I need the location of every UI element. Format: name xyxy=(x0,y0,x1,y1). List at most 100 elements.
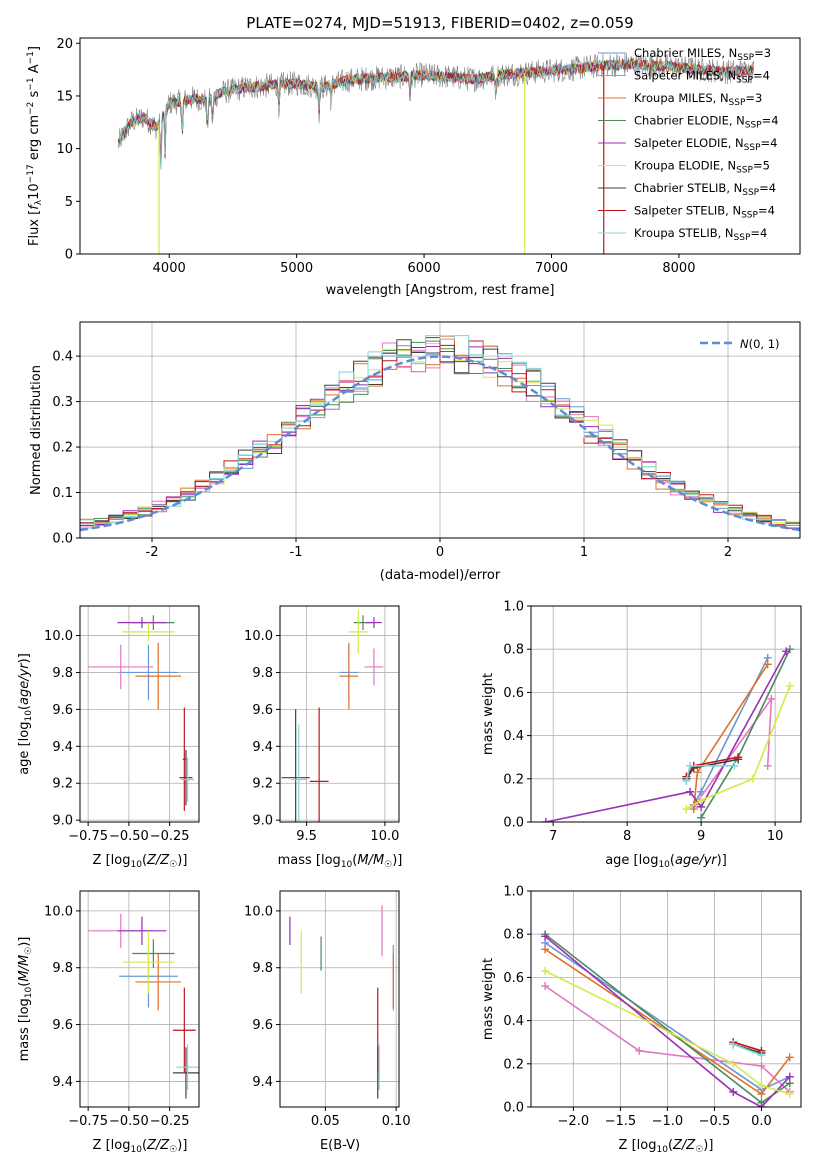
weight-marker xyxy=(757,1081,766,1090)
legend-entry: Kroupa ELODIE, NSSP=5 xyxy=(634,159,770,176)
mass_vs_Z-plot-area xyxy=(88,913,199,1099)
weight-marker xyxy=(785,1090,794,1099)
weight_vs_age-ytick-label: 0.6 xyxy=(503,686,524,701)
weight-marker xyxy=(686,761,695,770)
weight_vs_age-ytick-label: 1.0 xyxy=(503,600,524,615)
weight-marker xyxy=(541,818,550,822)
weight-marker xyxy=(541,945,550,954)
residuals-ytick-label: 0.2 xyxy=(52,441,73,456)
mass_vs_ebv-frame xyxy=(279,890,400,1108)
weight-line xyxy=(544,985,791,1093)
mass_vs_ebv-panel: 0.05 0.10 9.4 9.6 9.8 10.0 E(B-V) xyxy=(244,890,411,1153)
mass_vs_Z-xtick-label: −0.75 xyxy=(68,1114,108,1129)
weight_vs_Z-panel: −2.0 −1.5 −1.0 −0.5 0.0 0.0 0.2 0.4 0.6 0.8 1.0 Z [… xyxy=(481,885,802,1155)
age_vs_Z-ytick-label: 9.0 xyxy=(52,814,73,829)
weight_vs_age-xtick-label: 9 xyxy=(697,829,705,844)
age_vs_mass-ytick-label: 9.2 xyxy=(252,777,273,792)
residuals-ytick-label: 0.3 xyxy=(52,395,73,410)
mass_vs_Z-xtick-label: −0.50 xyxy=(109,1114,149,1129)
weight_vs_Z-xtick-label: −1.0 xyxy=(652,1114,684,1129)
weight_vs_age-panel: 7 8 9 10 0.0 0.2 0.4 0.6 0.8 1.0 age [log10(age/yr… xyxy=(481,600,802,870)
mass_vs_Z-ytick-label: 9.6 xyxy=(52,1018,73,1033)
mass-vs-ebv-xlabel: E(B-V) xyxy=(320,1138,360,1153)
weight-marker xyxy=(785,1053,794,1062)
weight-marker xyxy=(785,1072,794,1081)
weight_vs_age-frame xyxy=(530,605,802,823)
age_vs_Z-xtick-label: −0.50 xyxy=(109,829,149,844)
weight-marker xyxy=(682,805,691,814)
mass-vs-Z-xlabel: Z [log10(Z/Z☉)] xyxy=(93,1138,188,1155)
spectrum-legend: Chabrier MILES, NSSP=3 Salpeter MILES, NS… xyxy=(598,46,779,243)
age_vs_mass-ytick-label: 9.4 xyxy=(252,740,273,755)
weight-marker xyxy=(686,787,695,796)
spectrum-frame xyxy=(79,37,801,255)
weight_vs_Z-xtick-label: −0.5 xyxy=(699,1114,731,1129)
residuals-ytick-label: 0.0 xyxy=(52,532,73,547)
legend-entry: Chabrier STELIB, NSSP=4 xyxy=(634,181,776,198)
weight_vs_Z-frame xyxy=(530,890,802,1108)
age_vs_Z-ytick-label: 9.4 xyxy=(52,740,73,755)
weight_vs_Z-xtick-label: 0.0 xyxy=(751,1114,772,1129)
weight-marker xyxy=(748,774,757,783)
residuals-xlabel: (data-model)/error xyxy=(380,568,501,583)
residuals-ytick-label: 0.1 xyxy=(52,486,73,501)
weight-marker xyxy=(730,761,739,770)
spectrum-xtick-label: 8000 xyxy=(662,261,695,276)
weight_vs_Z-ytick-label: 0.6 xyxy=(503,971,524,986)
residuals-panel: -2 -1 0 1 2 0.0 0.1 0.2 0.3 0.4 N(0, 1) (data-model… xyxy=(29,321,801,583)
age_vs_mass-ytick-label: 9.6 xyxy=(252,703,273,718)
weight-marker xyxy=(763,761,772,770)
weight-line xyxy=(685,685,791,810)
spectrum-xtick-label: 7000 xyxy=(535,261,568,276)
figure-title: PLATE=0274, MJD=51913, FIBERID=0402, z=0… xyxy=(246,14,633,32)
residuals-plot-area xyxy=(80,335,800,532)
weight_vs_age-ytick-label: 0.2 xyxy=(503,772,524,787)
weight-marker xyxy=(757,1090,766,1099)
age_vs_Z-ytick-label: 9.8 xyxy=(52,666,73,681)
spectrum-plot-area xyxy=(117,53,755,254)
weight_vs_age-ytick-label: 0.8 xyxy=(503,643,524,658)
weight-marker xyxy=(697,813,706,822)
legend-entry: Salpeter STELIB, NSSP=4 xyxy=(634,204,775,221)
age_vs_mass-ytick-label: 9.0 xyxy=(252,814,273,829)
weight-line xyxy=(733,1043,762,1056)
weight_vs_age-xtick-label: 8 xyxy=(623,829,631,844)
age_vs_Z-xtick-label: −0.25 xyxy=(150,829,190,844)
weight_vs_Z-xtick-label: −1.5 xyxy=(605,1114,637,1129)
weight-line xyxy=(544,970,790,1095)
weight_vs_Z-ytick-label: 0.8 xyxy=(503,928,524,943)
weight-marker xyxy=(541,966,550,975)
age_vs_Z-frame xyxy=(79,605,200,823)
weight_vs_Z-plot-area xyxy=(541,930,794,1107)
mass_vs_Z-ytick-label: 9.8 xyxy=(52,961,73,976)
weight-marker xyxy=(541,982,550,991)
weight-marker xyxy=(693,768,702,777)
residuals-xtick-label: -2 xyxy=(146,545,159,560)
spectrum-panel: 4000 5000 6000 7000 8000 0 5 10 15 20 Chabrier MIL… xyxy=(26,37,801,298)
mass_vs_ebv-ytick-label: 9.4 xyxy=(252,1075,273,1090)
spectrum-ylabel: Flux [fλ10−17 erg cm−2 s−1 A−1] xyxy=(26,46,44,246)
weight-line xyxy=(693,696,773,808)
age_vs_mass-xtick-label: 9.5 xyxy=(296,829,317,844)
age_vs_mass-xtick-label: 10.0 xyxy=(370,829,399,844)
age_vs_mass-panel: 9.5 10.0 9.0 9.2 9.4 9.6 9.8 10.0 mass [log10(M/… xyxy=(244,605,402,870)
weight-marker xyxy=(763,660,772,669)
residuals-xtick-label: -1 xyxy=(290,545,303,560)
weight_vs_Z-ytick-label: 0.0 xyxy=(503,1101,524,1116)
weight-marker xyxy=(757,1051,766,1060)
spectrum-xlabel: wavelength [Angstrom, rest frame] xyxy=(326,283,555,298)
weight-marker xyxy=(785,681,794,690)
legend-entry: Salpeter ELODIE, NSSP=4 xyxy=(634,136,777,153)
age-vs-Z-xlabel: Z [log10(Z/Z☉)] xyxy=(93,853,188,870)
age_vs_Z-plot-area xyxy=(88,615,195,811)
histogram-series xyxy=(80,335,800,526)
weight-vs-age-xlabel: age [log10(age/yr)] xyxy=(605,853,727,870)
weight_vs_age-plot-area xyxy=(541,645,794,822)
legend-entry: Kroupa STELIB, NSSP=4 xyxy=(634,226,767,243)
weight-marker xyxy=(729,1040,738,1049)
weight-vs-Z-xlabel: Z [log10(Z/Z☉)] xyxy=(619,1138,714,1155)
gaussian-curve xyxy=(80,355,800,532)
mass_vs_ebv-ytick-label: 9.8 xyxy=(252,961,273,976)
